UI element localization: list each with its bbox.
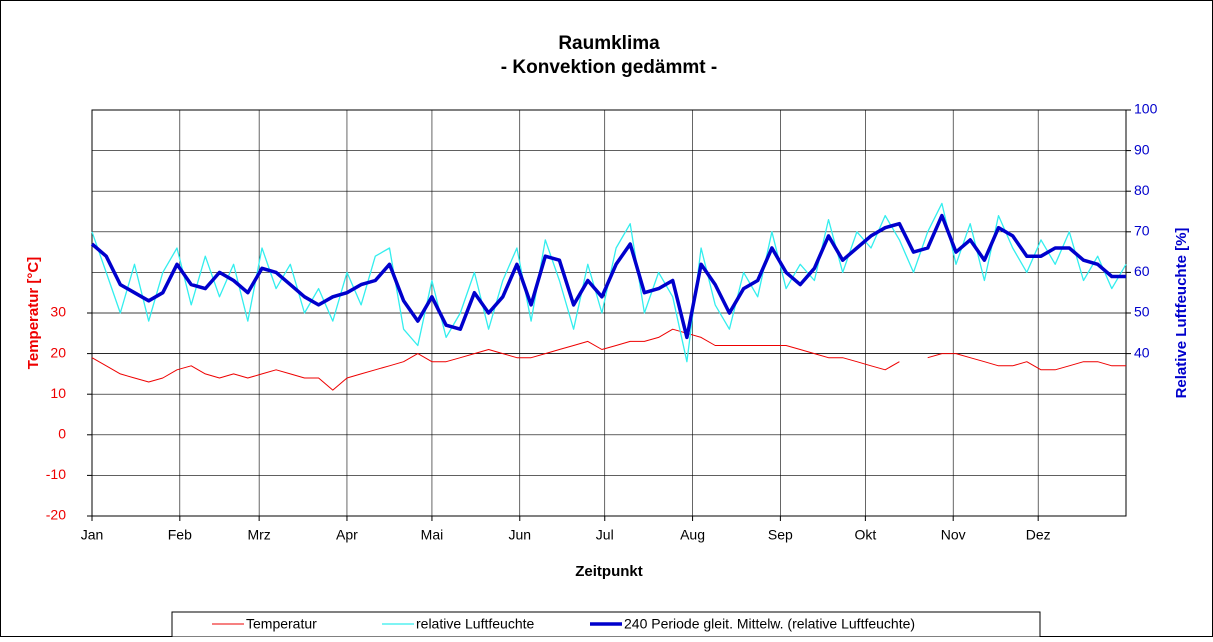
x-tick-label: Okt [854, 527, 876, 543]
y2-tick-label: 50 [1134, 304, 1150, 320]
x-tick-label: Mrz [247, 527, 270, 543]
x-tick-label: Jun [508, 527, 531, 543]
legend-label: Temperatur [246, 616, 317, 632]
x-tick-label: Feb [168, 527, 192, 543]
y2-tick-label: 60 [1134, 263, 1150, 279]
x-tick-label: Apr [336, 527, 358, 543]
y2-axis-label: Relative Luftfeuchte [%] [1173, 228, 1190, 399]
series-line [91, 328, 1126, 391]
y2-tick-label: 100 [1134, 101, 1158, 117]
chart-title: Raumklima [558, 33, 660, 54]
y-tick-label: -10 [46, 466, 66, 482]
x-tick-label: Mai [421, 527, 444, 543]
chart-subtitle: - Konvektion gedämmt - [501, 57, 717, 78]
x-tick-label: Jul [596, 527, 614, 543]
x-tick-label: Jan [81, 527, 104, 543]
x-tick-label: Aug [680, 527, 705, 543]
y2-tick-label: 40 [1134, 344, 1150, 360]
x-axis-label: Zeitpunkt [575, 563, 643, 580]
y2-tick-label: 70 [1134, 223, 1150, 239]
x-tick-label: Sep [768, 527, 793, 543]
y-tick-label: 10 [50, 385, 66, 401]
y-tick-label: 30 [50, 304, 66, 320]
x-tick-label: Dez [1026, 527, 1051, 543]
y-tick-label: 20 [50, 344, 66, 360]
legend-label: relative Luftfeuchte [416, 616, 535, 632]
y2-tick-label: 80 [1134, 182, 1150, 198]
legend-label: 240 Periode gleit. Mittelw. (relative Lu… [624, 616, 915, 632]
x-tick-label: Nov [941, 527, 966, 543]
y-tick-label: 0 [58, 426, 66, 442]
y-axis-label: Temperatur [°C] [25, 257, 42, 369]
series-line [90, 213, 1126, 340]
y-tick-label: -20 [46, 507, 66, 523]
y2-tick-label: 90 [1134, 141, 1150, 157]
